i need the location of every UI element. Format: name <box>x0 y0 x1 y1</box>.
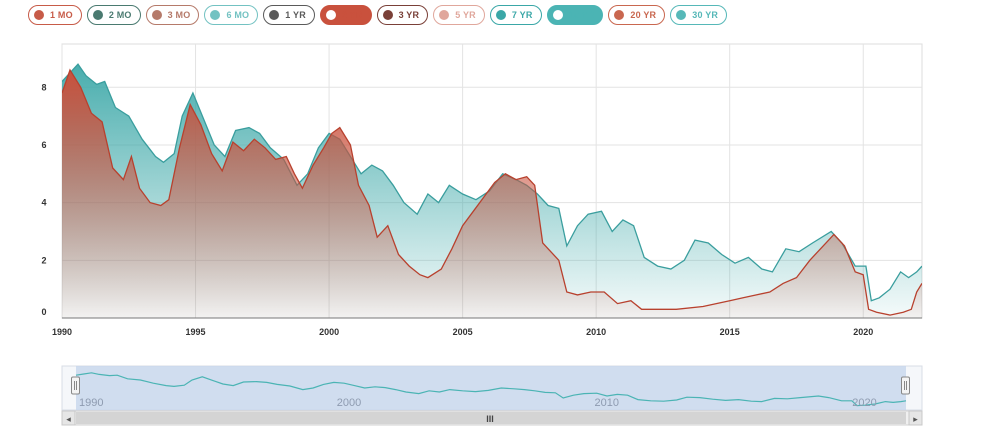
y-tick-label: 8 <box>41 82 46 92</box>
toggle-dot-icon <box>552 10 563 20</box>
navigator-labels: 1990 2000 2010 2020 <box>79 397 877 409</box>
series-line-10yr <box>62 63 922 302</box>
toggle-dot-icon <box>676 10 687 20</box>
x-axis-ticks: 1990 1995 2000 2005 2010 2015 2020 <box>52 327 873 337</box>
y-tick-label: 2 <box>41 255 46 265</box>
series-area-2yr <box>62 70 922 318</box>
toggle-5-yr[interactable]: 5 YR <box>433 5 485 25</box>
toggle-label: 30 YR <box>692 10 719 20</box>
y-axis-ticks: 0 2 4 6 8 <box>41 82 46 317</box>
x-tick-label: 2015 <box>720 327 740 337</box>
toggle-dot-icon <box>325 10 336 20</box>
toggle-30-yr[interactable]: 30 YR <box>670 5 728 25</box>
toggle-dot-icon <box>210 10 221 20</box>
toggle-label: 5 YR <box>455 10 476 20</box>
scroll-right-icon: ▸ <box>913 414 918 424</box>
toggle-label: 10 YR <box>568 10 595 20</box>
toggle-label: 7 YR <box>511 10 533 20</box>
navigator-year-label: 2010 <box>595 397 619 409</box>
navigator-year-label: 1990 <box>79 397 103 409</box>
toggle-3-mo[interactable]: 3 MO <box>145 5 200 25</box>
x-tick-label: 2000 <box>319 327 339 337</box>
toggle-dot-icon <box>439 10 450 20</box>
y-tick-label: 4 <box>41 198 46 208</box>
navigator-year-label: 2000 <box>337 397 361 409</box>
toggle-6-mo[interactable]: 6 MO <box>204 5 259 25</box>
toggle-7-yr[interactable]: 7 YR <box>489 5 542 25</box>
x-tick-label: 1990 <box>52 327 72 337</box>
toggle-label: 1 YR <box>285 10 306 20</box>
scrollbar[interactable]: III ◂ ▸ <box>61 410 923 426</box>
toggle-dot-icon <box>34 10 44 20</box>
toggle-dot-icon <box>269 10 280 20</box>
navigator-right-handle[interactable] <box>901 376 910 395</box>
toggle-dot-icon <box>92 10 103 20</box>
scrollbar-grip-icon[interactable]: III <box>486 414 494 424</box>
navigator[interactable]: 1990 2000 2010 2020 <box>61 365 923 411</box>
toggle-label: 2 MO <box>108 10 132 20</box>
scrollbar-thumb[interactable] <box>76 412 906 424</box>
toggle-3-yr[interactable]: 3 YR <box>376 5 429 25</box>
toggle-1-yr[interactable]: 1 YR <box>263 5 315 25</box>
toggle-2-yr[interactable]: 2 YR <box>319 5 372 25</box>
toggle-label: 3 MO <box>167 10 191 20</box>
x-tick-label: 2020 <box>853 327 873 337</box>
scroll-left-icon: ◂ <box>66 414 71 424</box>
navigator-left-handle[interactable] <box>71 376 80 395</box>
toggle-20-yr[interactable]: 20 YR <box>608 5 666 25</box>
toggle-dot-icon <box>382 10 393 20</box>
toggle-label: 2 YR <box>341 10 363 20</box>
y-tick-label: 6 <box>41 140 46 150</box>
navigator-year-label: 2020 <box>852 397 876 409</box>
toggle-2-mo[interactable]: 2 MO <box>86 5 141 25</box>
scroll-left-button[interactable] <box>61 410 76 426</box>
toggle-10-yr[interactable]: 10 YR <box>546 5 604 25</box>
y-tick-label: 0 <box>41 307 46 317</box>
scroll-right-button[interactable] <box>908 410 923 426</box>
series-line-2yr <box>62 68 922 316</box>
series-toggle-bar: 1 MO 2 MO 3 MO 6 MO 1 YR 2 YR 3 YR 5 YR 7 YR 10 Y… <box>28 5 728 27</box>
toggle-label: 3 YR <box>398 10 420 20</box>
x-tick-label: 2005 <box>453 327 473 337</box>
toggle-dot-icon <box>151 10 162 20</box>
x-tick-label: 1995 <box>186 327 206 337</box>
toggle-label: 6 MO <box>226 10 250 20</box>
toggle-1-mo[interactable]: 1 MO <box>28 5 82 25</box>
toggle-dot-icon <box>495 10 506 20</box>
navigator-series-line <box>75 372 907 407</box>
navigator-selection[interactable] <box>76 366 906 410</box>
x-tick-label: 2010 <box>586 327 606 337</box>
toggle-label: 1 MO <box>50 10 73 20</box>
toggle-label: 20 YR <box>630 10 657 20</box>
toggle-dot-icon <box>614 10 625 20</box>
